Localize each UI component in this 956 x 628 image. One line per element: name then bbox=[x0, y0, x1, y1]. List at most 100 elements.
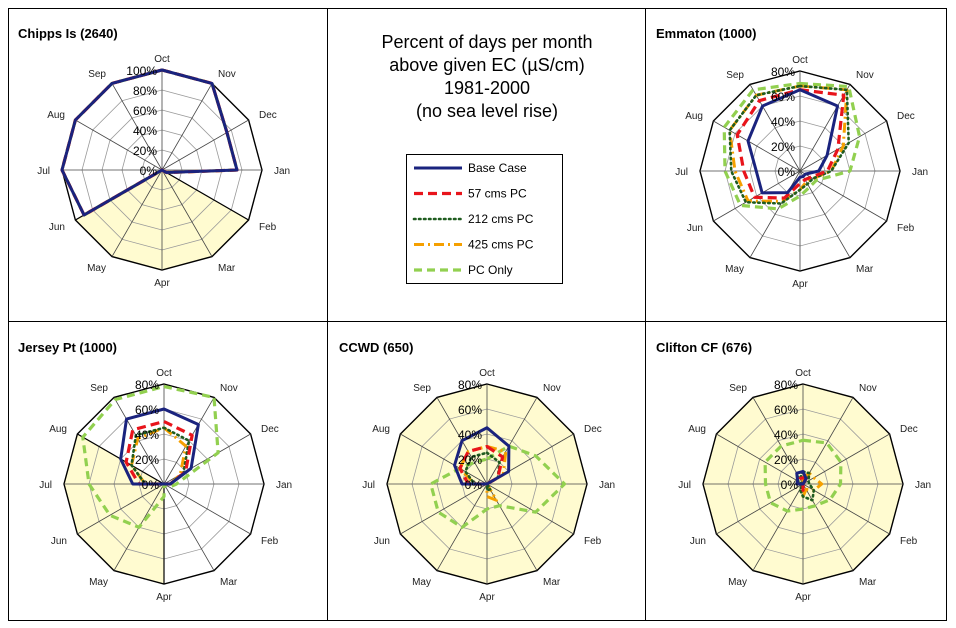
month-label: Apr bbox=[792, 279, 808, 290]
month-label: Jul bbox=[362, 480, 375, 491]
month-label: Jun bbox=[49, 222, 65, 233]
month-label: Sep bbox=[88, 69, 106, 80]
series-base_case bbox=[453, 426, 511, 486]
month-label: Feb bbox=[584, 536, 602, 547]
title-line-4: (no sea level rise) bbox=[416, 101, 558, 121]
month-label: Aug bbox=[688, 424, 706, 435]
spoke bbox=[713, 120, 801, 172]
series-pc_only bbox=[81, 384, 220, 529]
month-label: Aug bbox=[372, 424, 390, 435]
series-base_case bbox=[60, 68, 239, 217]
tick-label: 80% bbox=[133, 84, 157, 98]
tick-label: 0% bbox=[142, 478, 160, 492]
month-label: Oct bbox=[156, 368, 172, 379]
tick-label: 60% bbox=[133, 104, 157, 118]
panel-title: Chipps Is (2640) bbox=[18, 26, 118, 41]
spoke bbox=[716, 433, 804, 485]
month-label: Jan bbox=[912, 167, 928, 178]
month-label: Jan bbox=[274, 166, 290, 177]
legend-items: Base Case 57 cms PC 212 cms PC 425 cms PC PC… bbox=[412, 161, 534, 277]
spoke bbox=[161, 119, 249, 171]
spoke bbox=[799, 170, 851, 258]
series-base_case bbox=[795, 470, 808, 486]
tick-label: 40% bbox=[774, 428, 798, 442]
month-label: Feb bbox=[259, 222, 277, 233]
month-label: Jan bbox=[915, 480, 931, 491]
title-line-3: 1981-2000 bbox=[444, 78, 530, 98]
month-label: Apr bbox=[795, 592, 811, 603]
month-label: May bbox=[412, 577, 431, 588]
tick-label: 60% bbox=[458, 403, 482, 417]
month-label: Dec bbox=[259, 110, 277, 121]
tick-label: 0% bbox=[781, 478, 799, 492]
month-label: Jun bbox=[690, 536, 706, 547]
tick-label: 80% bbox=[458, 378, 482, 392]
month-label: Jul bbox=[675, 167, 688, 178]
month-label: Aug bbox=[685, 111, 703, 122]
month-label: Dec bbox=[897, 111, 915, 122]
spoke bbox=[799, 84, 851, 172]
month-label: Sep bbox=[726, 70, 744, 81]
spoke bbox=[802, 397, 854, 485]
radar-panel: 0% 20% 40% 60% 80%Oct Nov Dec Jan Feb Mar Apr May Ju… bbox=[656, 340, 931, 603]
tick-label: 40% bbox=[771, 115, 795, 129]
tick-label: 20% bbox=[774, 453, 798, 467]
spoke bbox=[716, 483, 804, 535]
month-label: Feb bbox=[897, 223, 915, 234]
month-label: Jan bbox=[599, 480, 615, 491]
title-line-1: Percent of days per month bbox=[381, 32, 592, 52]
radar-panel: 0% 20% 40% 60% 80%Oct Nov Dec Jan Feb Mar Apr May Ju… bbox=[18, 340, 292, 603]
legend-label-cms212: 212 cms PC bbox=[468, 212, 534, 226]
legend-label-pc_only: PC Only bbox=[468, 263, 513, 277]
series-cms425 bbox=[458, 445, 508, 502]
spoke bbox=[161, 83, 213, 171]
tick-label: 60% bbox=[774, 403, 798, 417]
panel-title: Emmaton (1000) bbox=[656, 26, 756, 41]
series-pc_only bbox=[763, 438, 843, 513]
panel-title: Clifton CF (676) bbox=[656, 340, 752, 355]
spoke bbox=[752, 483, 804, 571]
title-block: Percent of days per month above given EC… bbox=[381, 32, 592, 121]
month-label: Jun bbox=[374, 536, 390, 547]
month-label: Mar bbox=[856, 264, 874, 275]
spoke bbox=[749, 170, 801, 258]
month-label: Oct bbox=[795, 368, 811, 379]
month-label: Aug bbox=[49, 424, 67, 435]
month-label: Jul bbox=[39, 480, 52, 491]
spoke bbox=[400, 483, 488, 535]
month-label: Jul bbox=[678, 480, 691, 491]
tick-label: 60% bbox=[771, 90, 795, 104]
month-label: Sep bbox=[729, 383, 747, 394]
legend-label-cms425: 425 cms PC bbox=[468, 238, 534, 252]
figure-border bbox=[8, 8, 947, 621]
month-label: Oct bbox=[479, 368, 495, 379]
tick-label: 60% bbox=[135, 403, 159, 417]
month-label: Jul bbox=[37, 166, 50, 177]
month-label: May bbox=[87, 263, 106, 274]
spoke bbox=[75, 119, 163, 171]
tick-label: 80% bbox=[135, 378, 159, 392]
month-label: Oct bbox=[792, 55, 808, 66]
legend-box bbox=[406, 154, 563, 284]
month-label: Mar bbox=[220, 577, 238, 588]
shaded-area bbox=[64, 434, 164, 584]
month-label: Aug bbox=[47, 110, 65, 121]
series-cms57 bbox=[735, 88, 846, 200]
month-label: Feb bbox=[900, 536, 918, 547]
tick-label: 100% bbox=[126, 64, 157, 78]
month-label: Dec bbox=[584, 424, 602, 435]
month-label: Mar bbox=[218, 263, 236, 274]
tick-label: 20% bbox=[135, 453, 159, 467]
month-label: May bbox=[725, 264, 744, 275]
tick-label: 0% bbox=[778, 165, 796, 179]
panel-title: CCWD (650) bbox=[339, 340, 413, 355]
month-label: Sep bbox=[413, 383, 431, 394]
spoke bbox=[161, 169, 213, 257]
spoke bbox=[802, 483, 854, 571]
month-label: Mar bbox=[859, 577, 877, 588]
spoke bbox=[111, 83, 163, 171]
month-label: Jun bbox=[51, 536, 67, 547]
month-label: Jun bbox=[687, 223, 703, 234]
series-cms57 bbox=[124, 419, 194, 486]
month-label: Nov bbox=[856, 70, 874, 81]
